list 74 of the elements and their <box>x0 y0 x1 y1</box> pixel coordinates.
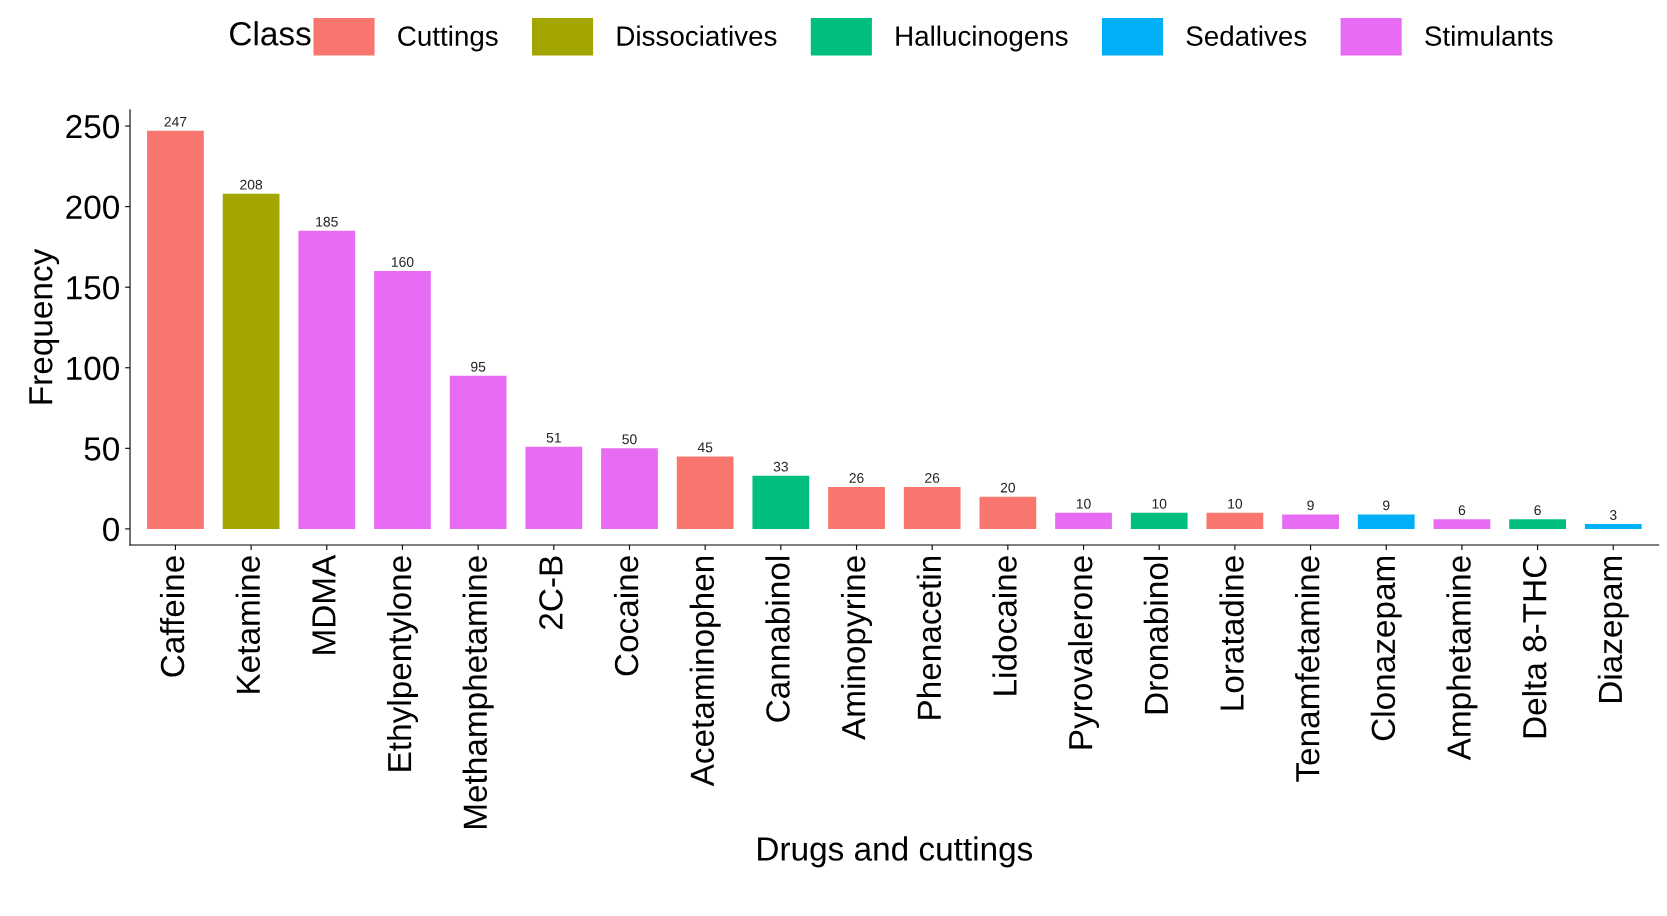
data-label: 10 <box>1152 498 1167 509</box>
legend-label: Hallucinogens <box>896 25 1068 52</box>
data-label: 50 <box>622 434 637 445</box>
bar <box>222 193 280 529</box>
data-label: 208 <box>240 179 263 190</box>
bar <box>1433 519 1491 529</box>
data-label: 26 <box>849 473 864 483</box>
data-label: 3 <box>1609 510 1617 520</box>
x-tick-label: Aminopyrine <box>840 556 873 740</box>
data-label: 20 <box>1000 482 1016 493</box>
x-axis-title: Drugs and cuttings <box>758 836 1033 868</box>
x-tick-label: Methamphetamine <box>462 556 494 829</box>
bar <box>449 375 507 529</box>
data-label: 247 <box>164 116 187 127</box>
bar <box>979 496 1037 529</box>
x-tick-label: Cocaine <box>613 556 639 676</box>
bar <box>601 448 658 529</box>
bar <box>752 475 810 529</box>
y-tick-label: 150 <box>67 275 120 300</box>
bar <box>1206 512 1264 529</box>
data-label: 6 <box>1458 505 1466 516</box>
x-tick-label: Diazepam <box>1597 556 1629 703</box>
x-tick-label: Loratadine <box>1219 556 1244 710</box>
x-tick-label: MDMA <box>312 554 336 654</box>
y-tick-label: 200 <box>66 195 120 220</box>
bar <box>298 230 356 529</box>
x-tick-label: Ketamine <box>235 556 261 693</box>
legend-label: Dissociatives <box>617 25 777 46</box>
bar <box>147 130 204 529</box>
y-tick-label: 250 <box>66 114 120 139</box>
x-tick-label: Tenamfetamine <box>1295 556 1320 782</box>
y-tick-label: 0 <box>103 517 119 542</box>
bar <box>1055 512 1112 529</box>
x-tick-label: Clonazepam <box>1370 556 1402 741</box>
data-label: 9 <box>1307 500 1314 511</box>
bar <box>676 456 734 529</box>
legend-label: Cuttings <box>398 25 498 52</box>
bar <box>828 487 885 529</box>
data-label: 10 <box>1228 498 1243 509</box>
x-tick-label: Lidocaine <box>992 556 1017 695</box>
data-label: 26 <box>925 473 940 483</box>
data-label: 33 <box>773 461 788 472</box>
x-tick-label: 2C-B <box>539 556 563 630</box>
data-label: 6 <box>1534 505 1541 516</box>
x-tick-label: Pyrovalerone <box>1068 556 1100 749</box>
data-label: 95 <box>471 361 486 372</box>
x-tick-label: Acetaminophen <box>689 556 721 787</box>
bar <box>1130 512 1188 529</box>
data-label: 185 <box>316 216 338 227</box>
legend-label: Sedatives <box>1186 25 1307 46</box>
x-tick-label: Caffeine <box>159 556 185 677</box>
data-label: 160 <box>391 257 414 267</box>
data-label: 51 <box>546 432 561 443</box>
data-label: 9 <box>1383 500 1390 511</box>
bar <box>1584 524 1642 529</box>
x-tick-label: Dronabinol <box>1143 556 1169 714</box>
bar <box>1282 514 1339 529</box>
x-tick-label: Amphetamine <box>1446 556 1478 761</box>
bar <box>374 271 431 529</box>
bar <box>1509 519 1566 529</box>
y-axis-title: Frequency <box>29 248 60 404</box>
data-label: 10 <box>1076 498 1091 509</box>
x-tick-label: Delta 8-THC <box>1522 556 1547 738</box>
data-label: 45 <box>697 442 713 453</box>
bar <box>903 487 961 529</box>
y-tick-label: 50 <box>84 437 119 461</box>
y-tick-label: 100 <box>67 356 120 381</box>
bar <box>1357 514 1415 529</box>
bar <box>525 446 583 529</box>
x-tick-label: Ethylpentylone <box>386 556 418 771</box>
x-tick-label: Cannabinol <box>765 556 790 722</box>
x-tick-label: Phenacetin <box>916 556 942 719</box>
legend-label: Stimulants <box>1425 25 1553 46</box>
legend-title: Class <box>230 21 311 46</box>
